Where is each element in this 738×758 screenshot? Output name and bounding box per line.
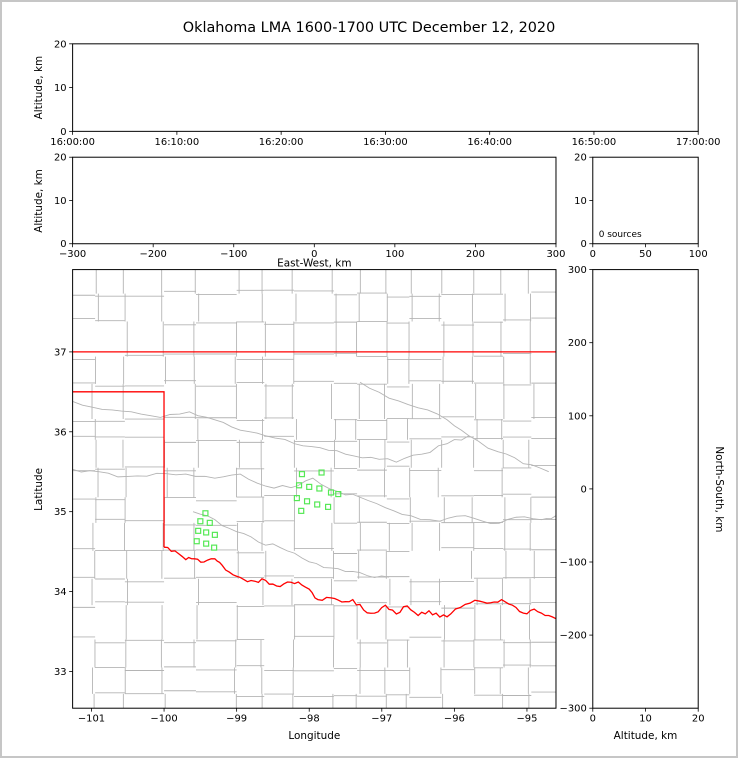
y-tick-label: 10 bbox=[54, 196, 67, 207]
y-tick-label: 0 bbox=[580, 239, 586, 250]
station-marker bbox=[295, 482, 303, 489]
x-tick-label: 16:40:00 bbox=[467, 137, 512, 148]
x-tick-label: 17:00:00 bbox=[676, 137, 721, 148]
figure-title: Oklahoma LMA 1600-1700 UTC December 12, … bbox=[183, 20, 555, 36]
station-marker bbox=[195, 527, 202, 534]
station-marker bbox=[298, 507, 305, 514]
y-tick-label: 0 bbox=[60, 239, 66, 250]
x-tick-label: 0 bbox=[311, 249, 317, 260]
y-tick-label: 300 bbox=[568, 265, 587, 276]
station-marker bbox=[202, 510, 209, 517]
y-tick-label: 20 bbox=[54, 153, 67, 164]
station-marker bbox=[325, 503, 332, 510]
station-marker bbox=[306, 483, 313, 490]
x-tick-label: 50 bbox=[639, 249, 652, 260]
x-tick-label: −100 bbox=[220, 249, 247, 260]
station-marker bbox=[203, 540, 210, 547]
map-xlabel: Longitude bbox=[288, 730, 340, 742]
y-tick-label: −200 bbox=[560, 631, 587, 642]
y-tick-label: 36 bbox=[54, 427, 67, 438]
station-marker bbox=[211, 531, 218, 538]
altitude-histogram-panel-frame bbox=[592, 156, 699, 245]
y-tick-label: 100 bbox=[568, 411, 587, 422]
state-border-line bbox=[72, 391, 165, 548]
station-marker bbox=[316, 485, 323, 492]
histogram-annotation: 0 sources bbox=[599, 230, 642, 240]
x-tick-label: 16:00:00 bbox=[50, 137, 95, 148]
x-tick-label: 20 bbox=[692, 714, 705, 725]
ns-panel-xlabel: Altitude, km bbox=[614, 730, 678, 742]
x-tick-label: 0 bbox=[590, 249, 596, 260]
ns-height-panel-frame bbox=[592, 269, 699, 709]
time-height-panel-frame bbox=[72, 43, 699, 132]
station-marker bbox=[303, 498, 311, 505]
x-tick-label: 300 bbox=[546, 249, 565, 260]
y-tick-label: 34 bbox=[54, 587, 67, 598]
station-marker bbox=[193, 538, 200, 545]
station-marker bbox=[318, 469, 325, 476]
ns-panel-ylabel: North-South, km bbox=[713, 446, 725, 532]
plot-dynamic-layer: 16:00:00 16:10:00 16:20:00 16:30:00 16:40:00… bbox=[50, 39, 720, 724]
x-tick-label: −95 bbox=[516, 714, 537, 725]
x-tick-label: 16:50:00 bbox=[572, 137, 617, 148]
map-panel-frame bbox=[72, 269, 557, 709]
ew-height-panel-frame bbox=[72, 156, 557, 245]
x-tick-label: −100 bbox=[150, 714, 177, 725]
y-tick-label: 10 bbox=[54, 83, 67, 94]
x-tick-label: 100 bbox=[689, 249, 708, 260]
state-border-line bbox=[163, 546, 556, 620]
x-tick-label: −96 bbox=[444, 714, 465, 725]
x-tick-label: −98 bbox=[299, 714, 320, 725]
river-line bbox=[72, 468, 556, 525]
river-line bbox=[359, 381, 549, 473]
time-panel-ylabel: Altitude, km bbox=[33, 56, 45, 120]
station-marker bbox=[327, 489, 335, 496]
x-tick-label: 0 bbox=[590, 714, 596, 725]
x-tick-label: −300 bbox=[59, 249, 86, 260]
station-marker bbox=[314, 501, 321, 508]
y-tick-label: 35 bbox=[54, 507, 67, 518]
y-tick-label: 200 bbox=[568, 338, 587, 349]
y-tick-label: 20 bbox=[54, 39, 67, 50]
station-marker bbox=[293, 495, 300, 502]
x-tick-label: −101 bbox=[78, 714, 105, 725]
x-tick-label: −99 bbox=[226, 714, 247, 725]
station-marker bbox=[211, 544, 218, 551]
map-content bbox=[72, 269, 556, 709]
x-tick-label: 16:10:00 bbox=[155, 137, 200, 148]
x-tick-label: 100 bbox=[385, 249, 404, 260]
x-tick-label: 10 bbox=[639, 714, 652, 725]
map-ylabel: Latitude bbox=[33, 468, 45, 511]
y-tick-label: −100 bbox=[560, 557, 587, 568]
station-marker bbox=[206, 519, 213, 526]
ew-panel-xlabel: East-West, km bbox=[277, 258, 351, 270]
y-tick-label: 37 bbox=[54, 347, 67, 358]
x-tick-label: 16:20:00 bbox=[259, 137, 304, 148]
y-tick-label: 10 bbox=[574, 196, 587, 207]
station-marker bbox=[298, 471, 306, 478]
x-tick-label: 16:30:00 bbox=[363, 137, 408, 148]
y-tick-label: 20 bbox=[574, 153, 587, 164]
river-line bbox=[192, 511, 390, 578]
station-marker bbox=[203, 529, 210, 536]
x-tick-label: 200 bbox=[466, 249, 485, 260]
y-tick-label: 0 bbox=[580, 484, 586, 495]
river-line bbox=[72, 400, 470, 463]
station-marker bbox=[335, 491, 342, 498]
station-marker bbox=[197, 518, 204, 525]
x-tick-label: −200 bbox=[140, 249, 167, 260]
ew-panel-ylabel: Altitude, km bbox=[33, 169, 45, 233]
y-tick-label: −300 bbox=[560, 704, 587, 715]
y-tick-label: 0 bbox=[60, 127, 66, 138]
x-tick-label: −97 bbox=[371, 714, 392, 725]
y-tick-label: 33 bbox=[54, 667, 67, 678]
